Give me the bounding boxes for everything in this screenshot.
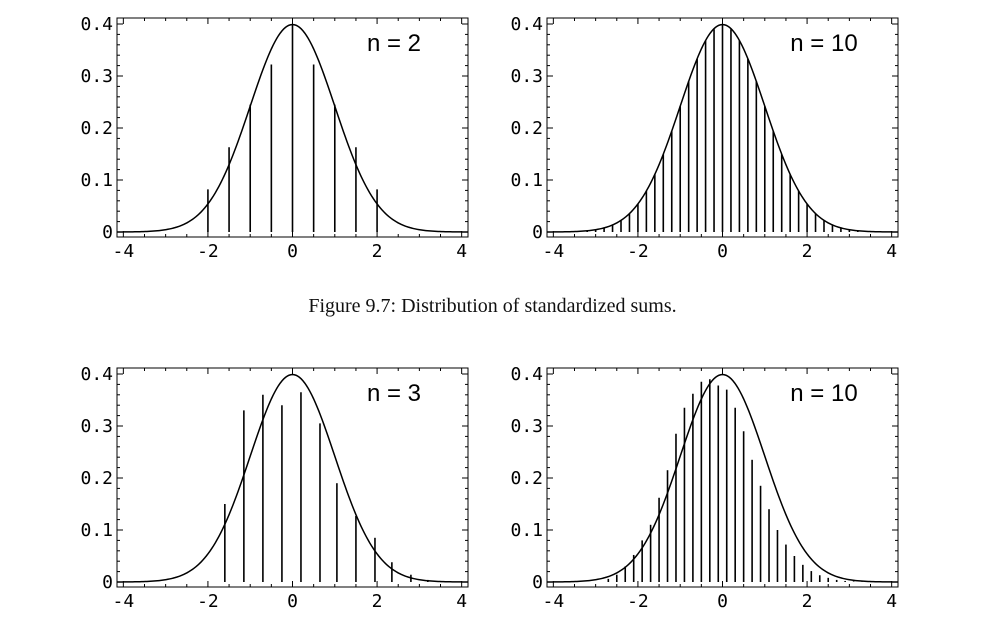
n-label: n = 10 bbox=[790, 30, 857, 57]
y-tick-label: 0.2 bbox=[80, 468, 113, 489]
x-tick-label: 0 bbox=[717, 591, 728, 612]
y-tick-label: 0.2 bbox=[510, 118, 543, 139]
normal-curve bbox=[117, 23, 468, 233]
n-label: n = 10 bbox=[790, 380, 857, 407]
y-tick-label: 0.4 bbox=[80, 364, 113, 385]
y-tick-label: 0.1 bbox=[510, 520, 543, 541]
y-tick-label: 0.1 bbox=[80, 170, 113, 191]
n-label: n = 3 bbox=[367, 380, 421, 407]
chart-n10-bottom: -4 -2 0 2 4 0 0.1 0.2 0.3 0.4 n = 10 bbox=[510, 364, 899, 612]
y-tick-label: 0.4 bbox=[510, 364, 543, 385]
x-tick-label: 4 bbox=[886, 591, 897, 612]
normal-curve bbox=[117, 373, 468, 583]
x-tick-label: 0 bbox=[287, 241, 298, 262]
x-tick-label: 2 bbox=[802, 241, 813, 262]
x-tick-label: 0 bbox=[717, 241, 728, 262]
y-tick-label: 0 bbox=[102, 572, 113, 593]
y-tick-label: 0.3 bbox=[80, 416, 113, 437]
x-tick-label: 2 bbox=[802, 591, 813, 612]
y-tick-label: 0.1 bbox=[80, 520, 113, 541]
chart-n3: -4 -2 0 2 4 0 0.1 0.2 0.3 0.4 n = 3 bbox=[80, 364, 469, 612]
x-tick-label: 4 bbox=[456, 591, 467, 612]
y-tick-label: 0.4 bbox=[510, 14, 543, 35]
x-tick-label: -2 bbox=[197, 241, 219, 262]
x-tick-label: 2 bbox=[372, 591, 383, 612]
y-tick-label: 0.1 bbox=[510, 170, 543, 191]
x-tick-label: 4 bbox=[456, 241, 467, 262]
y-tick-label: 0 bbox=[102, 222, 113, 243]
x-tick-label: -2 bbox=[197, 591, 219, 612]
y-tick-label: 0.2 bbox=[510, 468, 543, 489]
y-tick-label: 0.2 bbox=[80, 118, 113, 139]
chart-n10-top: -4 -2 0 2 4 0 0.1 0.2 0.3 0.4 n = 10 bbox=[510, 14, 899, 262]
x-tick-label: 2 bbox=[372, 241, 383, 262]
y-tick-label: 0.3 bbox=[510, 416, 543, 437]
normal-curve bbox=[547, 23, 898, 233]
x-tick-label: -4 bbox=[542, 591, 564, 612]
x-tick-label: 4 bbox=[886, 241, 897, 262]
y-tick-label: 0 bbox=[532, 222, 543, 243]
figure-caption: Figure 9.7: Distribution of standardized… bbox=[308, 295, 677, 317]
y-tick-label: 0.4 bbox=[80, 14, 113, 35]
x-tick-label: -4 bbox=[112, 241, 134, 262]
x-tick-label: -2 bbox=[627, 241, 649, 262]
x-tick-label: -2 bbox=[627, 591, 649, 612]
normal-curve bbox=[547, 373, 898, 583]
y-tick-label: 0.3 bbox=[510, 66, 543, 87]
chart-n2: -4 -2 0 2 4 0 0.1 0.2 0.3 0.4 n = 2 bbox=[80, 14, 469, 262]
x-tick-label: -4 bbox=[112, 591, 134, 612]
x-tick-label: 0 bbox=[287, 591, 298, 612]
y-tick-label: 0 bbox=[532, 572, 543, 593]
y-tick-label: 0.3 bbox=[80, 66, 113, 87]
x-tick-label: -4 bbox=[542, 241, 564, 262]
n-label: n = 2 bbox=[367, 30, 421, 57]
